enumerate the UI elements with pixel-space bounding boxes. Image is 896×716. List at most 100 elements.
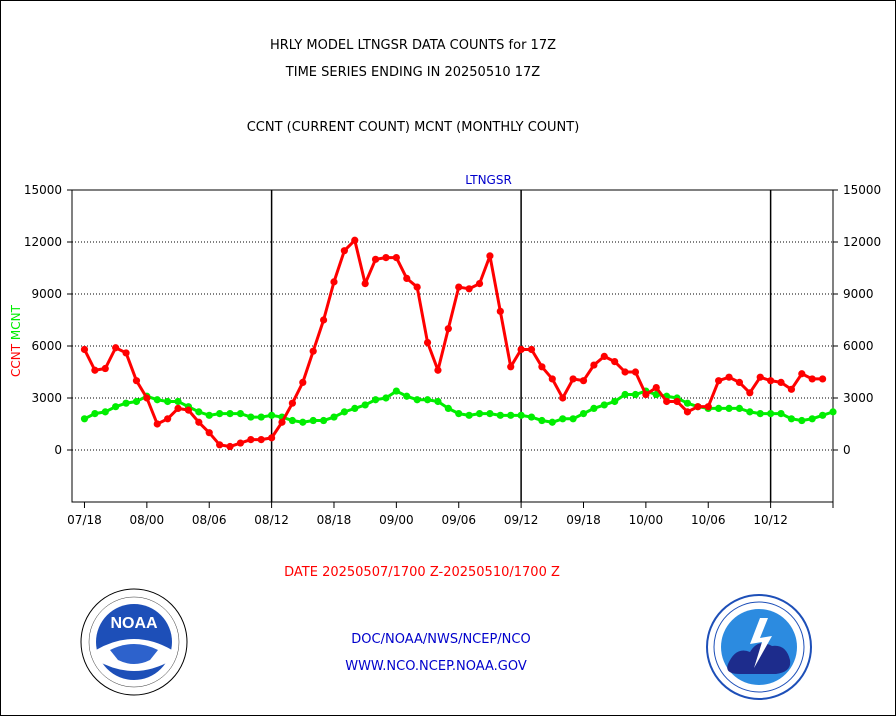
data-point-ccnt xyxy=(569,375,577,383)
data-point-mcnt xyxy=(725,404,733,412)
data-point-ccnt xyxy=(663,397,671,406)
y-tick-label-right: 12000 xyxy=(843,235,881,249)
data-point-ccnt xyxy=(517,345,525,354)
series-line-ccnt xyxy=(83,238,823,449)
data-point-ccnt xyxy=(132,377,141,385)
data-point-mcnt xyxy=(392,387,400,395)
date-range-label: DATE 20250507/1700 Z-20250510/1700 Z xyxy=(284,565,560,580)
data-point-mcnt xyxy=(715,404,723,412)
chart-title-line-1: HRLY MODEL LTNGSR DATA COUNTS for 17Z xyxy=(269,38,557,53)
data-point-mcnt xyxy=(527,413,536,421)
data-point-ccnt xyxy=(475,280,484,288)
data-point-mcnt xyxy=(91,410,99,418)
data-point-mcnt xyxy=(101,408,109,416)
data-point-mcnt xyxy=(652,390,660,399)
website-link[interactable]: WWW.NCO.NCEP.NOAA.GOV xyxy=(345,659,527,674)
data-point-ccnt xyxy=(434,366,442,374)
x-tick-label: 07/18 xyxy=(67,513,102,527)
y-tick-label-right: 6000 xyxy=(843,339,874,353)
x-tick-label: 09/18 xyxy=(566,513,601,527)
data-point-mcnt xyxy=(507,411,515,419)
data-point-mcnt xyxy=(361,401,369,409)
y-axis-label: CCNT MCNT xyxy=(9,304,23,377)
data-point-ccnt xyxy=(413,283,421,291)
data-point-mcnt xyxy=(465,411,473,419)
data-point-mcnt xyxy=(382,394,390,402)
data-point-ccnt xyxy=(361,280,369,288)
data-point-ccnt xyxy=(579,377,588,385)
data-point-mcnt xyxy=(423,396,432,404)
x-tick-label: 08/00 xyxy=(130,513,165,527)
data-point-mcnt xyxy=(434,397,442,406)
data-point-ccnt xyxy=(642,390,650,399)
y-tick-label-right: 9000 xyxy=(843,287,874,301)
x-tick-label: 10/06 xyxy=(691,513,726,527)
data-point-mcnt xyxy=(80,415,89,423)
data-point-mcnt xyxy=(164,397,172,406)
data-point-ccnt xyxy=(288,399,296,407)
x-tick-label: 09/12 xyxy=(504,513,539,527)
data-point-mcnt xyxy=(444,404,452,412)
data-point-mcnt xyxy=(579,410,588,418)
data-point-mcnt xyxy=(808,415,816,423)
data-point-mcnt xyxy=(631,390,640,399)
data-point-mcnt xyxy=(413,396,421,404)
data-point-ccnt xyxy=(216,441,224,449)
nws-logo xyxy=(706,594,812,700)
data-point-ccnt xyxy=(683,408,692,416)
data-point-ccnt xyxy=(226,442,234,451)
y-tick-label-left: 9000 xyxy=(31,287,62,301)
data-point-ccnt xyxy=(507,363,515,371)
data-point-ccnt xyxy=(340,247,348,255)
data-point-ccnt xyxy=(268,434,276,442)
data-point-mcnt xyxy=(216,410,224,418)
data-point-mcnt xyxy=(309,416,317,425)
data-point-ccnt xyxy=(590,361,598,369)
data-point-ccnt xyxy=(257,436,265,444)
data-point-mcnt xyxy=(153,396,161,404)
chart-title-line-2: TIME SERIES ENDING IN 20250510 17Z xyxy=(285,65,541,80)
data-point-ccnt xyxy=(694,403,702,411)
data-point-mcnt xyxy=(112,403,120,411)
data-point-mcnt xyxy=(756,410,764,418)
data-point-ccnt xyxy=(631,368,640,376)
data-point-mcnt xyxy=(122,399,130,407)
data-point-mcnt xyxy=(371,396,380,404)
data-point-ccnt xyxy=(101,364,109,373)
data-point-mcnt xyxy=(559,415,567,423)
data-point-mcnt xyxy=(247,413,255,421)
data-point-mcnt xyxy=(787,415,796,423)
data-point-mcnt xyxy=(455,410,463,418)
data-point-ccnt xyxy=(527,345,536,354)
data-point-ccnt xyxy=(403,274,411,282)
data-point-ccnt xyxy=(299,378,307,386)
data-point-ccnt xyxy=(808,375,816,383)
data-point-ccnt xyxy=(444,325,452,333)
data-point-ccnt xyxy=(382,254,390,262)
y-tick-label-right: 0 xyxy=(843,443,851,457)
data-point-ccnt xyxy=(174,404,182,412)
chart-subtitle: CCNT (CURRENT COUNT) MCNT (MONTHLY COUNT… xyxy=(246,120,580,135)
data-point-mcnt xyxy=(340,408,348,416)
data-point-mcnt xyxy=(330,413,338,421)
x-tick-label: 09/06 xyxy=(441,513,476,527)
data-point-mcnt xyxy=(735,404,744,412)
data-point-mcnt xyxy=(174,397,182,406)
data-point-mcnt xyxy=(257,413,265,421)
data-point-ccnt xyxy=(496,307,504,315)
data-point-ccnt xyxy=(798,370,806,378)
x-tick-label: 10/00 xyxy=(629,513,664,527)
data-point-mcnt xyxy=(829,408,837,416)
data-point-mcnt xyxy=(195,408,203,416)
data-point-ccnt xyxy=(673,397,681,406)
x-tick-label: 10/12 xyxy=(753,513,788,527)
data-point-mcnt xyxy=(746,408,754,416)
y-axis-label-mcnt: MCNT xyxy=(9,304,23,340)
data-point-mcnt xyxy=(236,410,245,418)
data-point-ccnt xyxy=(538,363,546,371)
data-point-ccnt xyxy=(351,236,359,244)
x-tick-label: 09/00 xyxy=(379,513,414,527)
data-point-mcnt xyxy=(132,397,141,406)
data-point-ccnt xyxy=(621,368,629,376)
data-point-ccnt xyxy=(205,429,213,437)
